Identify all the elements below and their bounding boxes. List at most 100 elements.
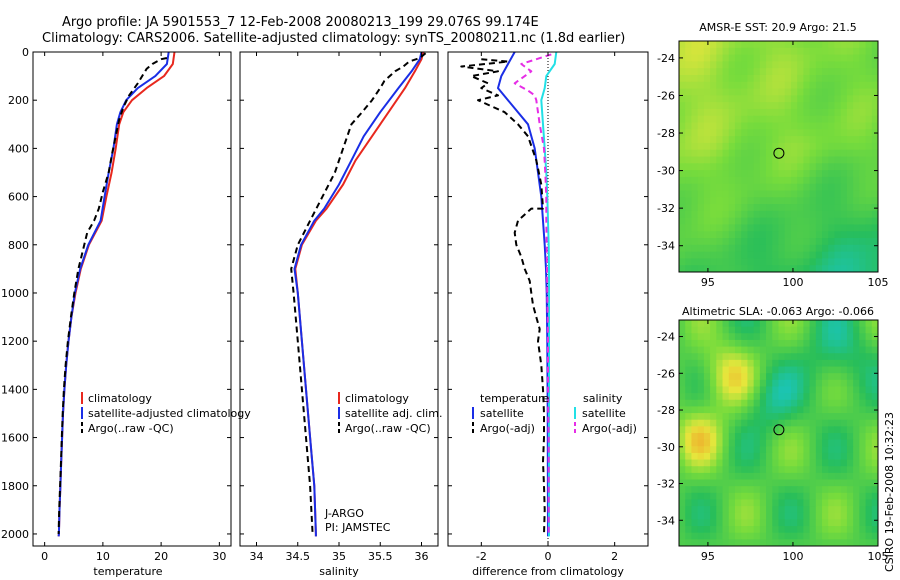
sst-field-cell — [778, 217, 786, 226]
sst-field-cell — [846, 88, 854, 96]
sst-field-cell — [809, 176, 817, 185]
sla-field-cell — [865, 386, 873, 394]
sst-field-cell — [797, 74, 804, 83]
sst-field-cell — [853, 47, 860, 56]
sla-field-cell — [859, 506, 867, 514]
sla-field-cell — [822, 446, 829, 454]
sst-field-cell — [859, 163, 867, 171]
sla-field-cell — [784, 373, 792, 381]
sst-field-cell — [691, 95, 699, 103]
sst-field-cell — [865, 170, 873, 178]
sla-field-cell — [741, 506, 749, 514]
sst-field-cell — [790, 244, 798, 253]
sst-field-cell — [753, 95, 761, 103]
sla-field-cell — [778, 399, 786, 408]
sst-field-cell — [685, 231, 693, 239]
sst-field-cell — [772, 129, 780, 137]
sla-field-cell — [679, 419, 686, 427]
sst-field-cell — [797, 122, 804, 130]
sst-field-cell — [766, 183, 773, 192]
sst-field-cell — [734, 61, 742, 69]
sla-field-cell — [772, 346, 780, 354]
sla-field-cell — [840, 526, 848, 534]
sla-field-cell — [828, 320, 836, 328]
sla-field-cell — [828, 486, 836, 494]
sst-field-cell — [822, 122, 829, 130]
sla-field-cell — [691, 459, 699, 467]
sst-field-cell — [703, 61, 711, 69]
sst-field-cell — [822, 81, 829, 90]
sst-field-cell — [734, 108, 742, 117]
sla-field-cell — [747, 539, 755, 546]
sst-field-cell — [815, 136, 823, 144]
sst-field-cell — [840, 61, 848, 69]
sst-field-cell — [685, 204, 693, 212]
sla-field-cell — [710, 492, 717, 501]
sla-field-cell — [853, 459, 860, 467]
sst-field-cell — [859, 156, 867, 164]
sla-field-cell — [865, 333, 873, 341]
figure-title-line2: Climatology: CARS2006. Satellite-adjuste… — [42, 31, 625, 46]
sla-field-cell — [859, 492, 867, 501]
sst-field-cell — [710, 54, 717, 62]
sla-field-cell — [784, 413, 792, 421]
sla-field-cell — [697, 426, 705, 434]
sst-field-cell — [853, 170, 860, 178]
sst-field-cell — [753, 224, 761, 232]
sla-field-cell — [728, 532, 736, 540]
sla-field-cell — [790, 526, 798, 534]
sst-field-cell — [766, 238, 773, 246]
sst-field-cell — [728, 115, 736, 124]
sla-field-cell — [828, 419, 836, 427]
sst-field-cell — [840, 47, 848, 56]
sst-field-cell — [815, 258, 823, 266]
sla-field-cell — [846, 499, 854, 507]
sst-field-cell — [846, 61, 854, 69]
sla-field-cell — [759, 406, 767, 414]
sst-field-cell — [846, 197, 854, 205]
sst-field-cell — [815, 265, 823, 272]
sst-field-cell — [679, 74, 686, 83]
sst-field-cell — [853, 251, 860, 260]
sst-field-cell — [815, 68, 823, 76]
sla-field-cell — [759, 459, 767, 467]
sla-field-cell — [778, 519, 786, 527]
sst-field-cell — [834, 265, 842, 272]
sst-field-cell — [716, 61, 724, 69]
sst-field-cell — [679, 102, 686, 110]
sla-field-cell — [790, 459, 798, 467]
sst-field-cell — [741, 115, 749, 124]
sst-field-cell — [734, 54, 742, 62]
sst-field-cell — [679, 136, 686, 144]
sla-field-cell — [846, 353, 854, 361]
sst-field-cell — [853, 102, 860, 110]
sst-map-y-ticks: -24-26-28-30-32-34 — [657, 52, 878, 253]
sla-field-cell — [784, 339, 792, 348]
sst-field-cell — [759, 170, 767, 178]
sla-field-cell — [803, 353, 811, 361]
sst-field-cell — [859, 122, 867, 130]
sst-field-cell — [697, 102, 705, 110]
sst-field-cell — [753, 88, 761, 96]
sla-field-cell — [710, 452, 717, 461]
sst-field-cell — [846, 115, 854, 124]
sla-field-cell — [865, 479, 873, 487]
sla-field-cell — [766, 320, 773, 328]
sst-field-cell — [803, 183, 811, 192]
sla-field-cell — [846, 426, 854, 434]
sst-field-cell — [815, 102, 823, 110]
sla-field-cell — [846, 492, 854, 501]
sla-field-cell — [865, 393, 873, 401]
sst-field-cell — [809, 163, 817, 171]
sst-field-cell — [679, 108, 686, 117]
sla-field-cell — [834, 459, 842, 467]
sla-field-cell — [846, 413, 854, 421]
sst-field-cell — [790, 163, 798, 171]
sst-field-cell — [697, 115, 705, 124]
sst-field-cell — [778, 142, 786, 151]
sla-field-cell — [815, 353, 823, 361]
sla-field-cell — [772, 532, 780, 540]
sst-field-cell — [834, 238, 842, 246]
sla-field-cell — [834, 472, 842, 481]
sst-field-cell — [722, 210, 730, 219]
